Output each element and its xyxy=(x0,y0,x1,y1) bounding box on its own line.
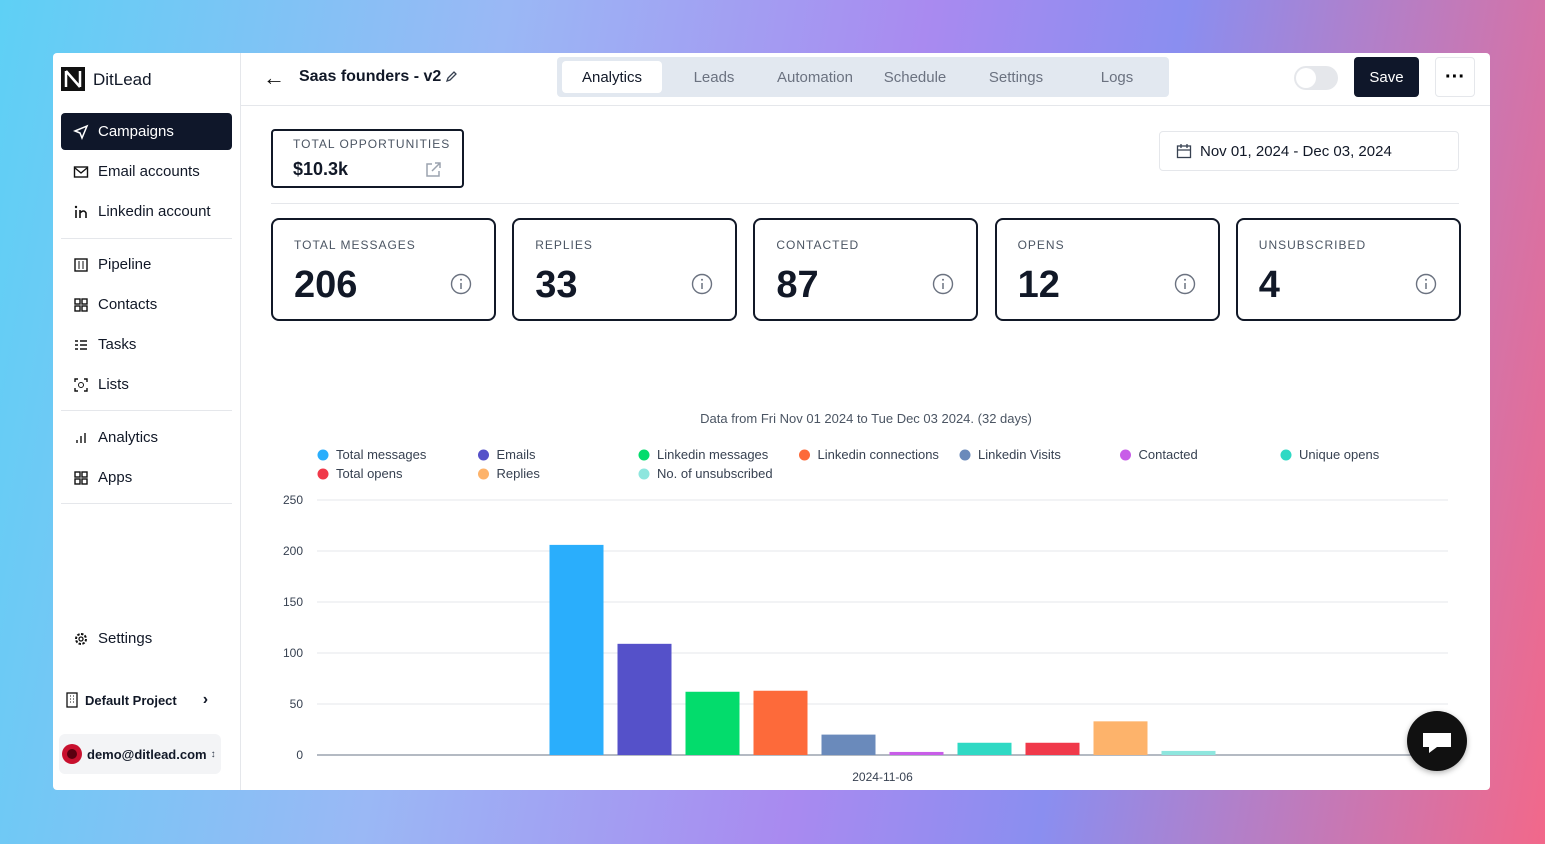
icon xyxy=(74,377,88,392)
avatar xyxy=(62,744,82,764)
nav-label: Tasks xyxy=(98,336,137,353)
more-button[interactable]: ··· xyxy=(1435,57,1475,97)
account-email: demo@ditlead.com xyxy=(87,746,207,762)
chat-icon xyxy=(1423,733,1451,753)
card-value: 33 xyxy=(535,264,578,306)
project-switcher[interactable]: Default Project › xyxy=(65,691,208,709)
chat-button[interactable] xyxy=(1407,711,1467,771)
edit-icon[interactable] xyxy=(445,70,458,83)
tab[interactable]: Automation xyxy=(777,68,853,86)
nav-item[interactable]: Analytics xyxy=(61,419,232,456)
stat-card: TOTAL MESSAGES 206 xyxy=(271,218,496,321)
divider xyxy=(271,203,1459,204)
nav-item[interactable]: Campaigns xyxy=(61,113,232,150)
info-icon[interactable] xyxy=(1174,273,1196,295)
opportunities-card[interactable]: TOTAL OPPORTUNITIES $10.3k xyxy=(271,129,464,188)
nav-label: Campaigns xyxy=(98,123,174,140)
stat-card: UNSUBSCRIBED 4 xyxy=(1235,218,1461,321)
back-button[interactable]: ← xyxy=(263,65,285,90)
tab[interactable]: Analytics xyxy=(562,61,662,93)
card-value: $10.3k xyxy=(293,159,349,179)
campaign-title: Saas founders - v2 xyxy=(299,68,442,85)
app-window: DitLead Campaigns Email accounts Linkedi… xyxy=(53,53,1490,790)
divider xyxy=(61,503,232,504)
info-icon[interactable] xyxy=(932,273,954,295)
nav-label: Lists xyxy=(98,376,129,393)
nav-item[interactable]: Linkedin account xyxy=(61,193,232,230)
card-label: TOTAL MESSAGES xyxy=(294,238,416,252)
icon xyxy=(66,692,78,708)
divider xyxy=(61,410,232,411)
card-value: 4 xyxy=(1258,264,1280,306)
nav-item[interactable]: Lists xyxy=(61,366,232,403)
tab[interactable]: Leads xyxy=(693,68,735,86)
nav-label: Contacts xyxy=(98,296,158,313)
icon xyxy=(73,165,89,178)
icon xyxy=(76,432,86,443)
info-icon[interactable] xyxy=(450,273,472,295)
stat-card: OPENS 12 xyxy=(994,218,1220,321)
card-value: 12 xyxy=(1017,264,1060,306)
account-switcher[interactable]: demo@ditlead.com ↕ xyxy=(59,734,221,774)
calendar-icon xyxy=(1176,144,1192,159)
sidebar: DitLead Campaigns Email accounts Linkedi… xyxy=(53,53,241,790)
chevron: › xyxy=(202,691,209,708)
icon xyxy=(75,339,87,350)
card-value: 87 xyxy=(776,264,819,306)
icon xyxy=(74,257,88,272)
nav-item[interactable]: Settings xyxy=(61,620,232,657)
brand: DitLead xyxy=(93,70,152,89)
tab[interactable]: Settings xyxy=(988,68,1044,86)
card-label: REPLIES xyxy=(535,238,593,252)
save-button[interactable]: Save xyxy=(1354,57,1419,97)
nav-item[interactable]: Contacts xyxy=(61,286,232,323)
nav-item[interactable]: Email accounts xyxy=(61,153,232,190)
card-value: 206 xyxy=(294,264,358,306)
card-label: UNSUBSCRIBED xyxy=(1258,238,1367,252)
divider xyxy=(61,238,232,239)
project-name: Default Project xyxy=(85,692,177,708)
top-bar: ← Saas founders - v2 Analytics Leads Aut… xyxy=(241,53,1490,106)
external-link-icon xyxy=(426,162,441,177)
icon xyxy=(75,632,87,645)
icon xyxy=(74,470,88,485)
card-label: TOTAL OPPORTUNITIES xyxy=(293,137,451,151)
date-range: Nov 01, 2024 - Dec 03, 2024 xyxy=(1200,142,1392,160)
nav-item[interactable]: Tasks xyxy=(61,326,232,363)
card-label: OPENS xyxy=(1017,238,1065,252)
nav-label: Analytics xyxy=(98,429,159,446)
nav-label: Pipeline xyxy=(98,256,152,273)
toggle-knob xyxy=(1296,68,1316,88)
nav-item[interactable]: Apps xyxy=(61,459,232,496)
icon xyxy=(74,205,87,218)
nav-item[interactable]: Pipeline xyxy=(61,246,232,283)
nav-label: Email accounts xyxy=(98,163,200,180)
nav-label: Settings xyxy=(98,630,153,647)
tab-bar: Analytics Leads Automation Schedule Sett… xyxy=(557,57,1169,97)
toggle[interactable] xyxy=(1294,66,1338,90)
nav-label: Linkedin account xyxy=(98,203,211,220)
stat-card: REPLIES 33 xyxy=(512,218,738,321)
date-range-picker[interactable]: Nov 01, 2024 - Dec 03, 2024 xyxy=(1159,131,1459,171)
icon xyxy=(73,124,89,140)
card-label: CONTACTED xyxy=(776,238,860,252)
stat-card: CONTACTED 87 xyxy=(753,218,979,321)
chevron: ↕ xyxy=(210,748,216,760)
nav-label: Apps xyxy=(98,469,133,486)
tab[interactable]: Logs xyxy=(1100,68,1134,86)
info-icon[interactable] xyxy=(691,273,713,295)
tab[interactable]: Schedule xyxy=(883,68,947,86)
icon xyxy=(74,297,88,312)
logo xyxy=(61,67,85,91)
info-icon[interactable] xyxy=(1415,273,1437,295)
